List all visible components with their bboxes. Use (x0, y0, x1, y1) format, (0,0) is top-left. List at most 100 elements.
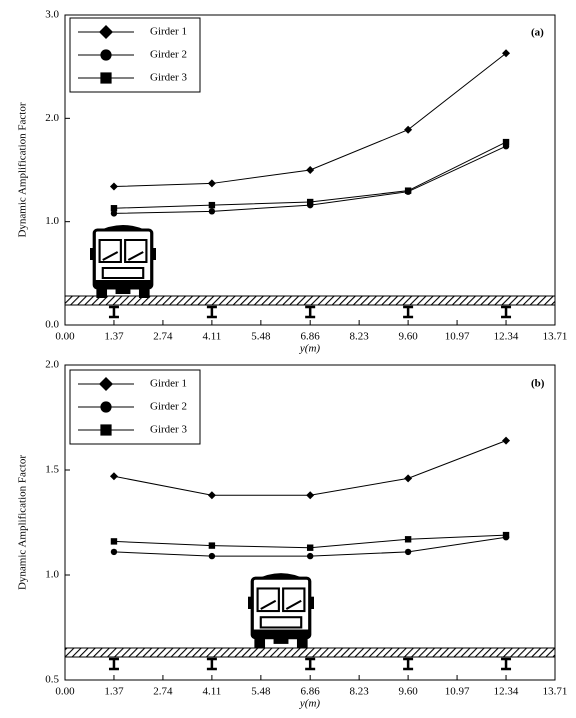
data-point (110, 538, 118, 545)
girder-support (108, 657, 119, 671)
legend-marker (100, 49, 112, 61)
data-point (502, 49, 511, 58)
legend-label: Girder 2 (150, 401, 187, 413)
x-tick-label: 6.86 (301, 331, 321, 343)
truck-wheel (96, 288, 108, 298)
x-tick-label: 13.71 (543, 331, 568, 343)
truck-wiper (260, 599, 302, 610)
truck-illustration (248, 573, 314, 648)
data-point (110, 205, 118, 212)
x-tick-label: 12.34 (494, 331, 519, 343)
truck-window (124, 239, 148, 263)
girder-support (305, 305, 316, 319)
x-tick-label: 5.48 (251, 331, 271, 343)
truck-window (98, 239, 122, 263)
truck-mirror (309, 596, 314, 609)
truck-bumper (94, 280, 152, 288)
y-tick-label: 1.0 (45, 215, 59, 227)
girder-support (206, 305, 217, 319)
panel-label: (a) (531, 27, 544, 39)
x-tick-label: 10.97 (445, 686, 470, 698)
legend-marker (100, 424, 112, 436)
data-point (404, 536, 412, 543)
y-tick-label: 3.0 (45, 9, 59, 21)
x-tick-label: 0.00 (55, 331, 75, 343)
y-tick-label: 1.0 (45, 569, 59, 581)
x-tick-label: 8.23 (350, 686, 370, 698)
data-point (110, 210, 118, 217)
data-point (306, 552, 314, 560)
truck-wheel (273, 637, 289, 644)
truck-illustration (90, 225, 156, 298)
x-tick-label: 8.23 (350, 331, 370, 343)
bridge-deck (64, 295, 556, 306)
truck-wheel (115, 288, 131, 294)
girder-support (206, 657, 217, 671)
legend-label: Girder 1 (150, 26, 187, 38)
y-tick-label: 2.0 (45, 359, 59, 371)
data-point (306, 544, 314, 551)
truck-bumper (252, 629, 310, 638)
x-tick-label: 6.86 (301, 686, 321, 698)
data-point (109, 472, 118, 481)
truck-window (282, 587, 306, 613)
truck-grille (259, 616, 303, 629)
x-tick-label: 2.74 (153, 331, 173, 343)
x-tick-label: 9.60 (398, 686, 418, 698)
legend-label: Girder 3 (150, 424, 187, 436)
data-point (502, 138, 510, 146)
data-point (306, 491, 315, 500)
x-axis-label: y(m) (299, 698, 320, 710)
series-line (113, 141, 507, 209)
data-point (306, 198, 314, 206)
data-point (502, 531, 510, 539)
data-point (207, 179, 216, 188)
data-point (306, 166, 315, 174)
truck-wheel (296, 637, 308, 648)
truck-grille (101, 267, 145, 279)
x-tick-label: 10.97 (445, 331, 470, 343)
x-tick-label: 0.00 (55, 686, 75, 698)
x-tick-label: 4.11 (202, 686, 221, 698)
y-tick-label: 1.5 (45, 464, 59, 476)
legend-marker (99, 377, 113, 391)
y-axis-label: Dynamic Amplification Factor (17, 455, 29, 590)
x-tick-label: 13.71 (543, 686, 568, 698)
x-tick-label: 9.60 (398, 331, 418, 343)
panel-label: (b) (531, 378, 545, 390)
truck-mirror (248, 596, 253, 609)
data-point (404, 548, 412, 556)
data-point (208, 552, 216, 560)
data-point (110, 548, 118, 556)
y-tick-label: 2.0 (45, 112, 59, 124)
data-point (208, 542, 216, 549)
data-point (109, 182, 118, 191)
y-tick-label: 0.0 (45, 319, 59, 331)
truck-mirror (151, 248, 156, 260)
girder-support (403, 657, 414, 671)
x-tick-label: 1.37 (104, 331, 124, 343)
x-tick-label: 1.37 (104, 686, 124, 698)
data-point (207, 491, 216, 500)
legend-label: Girder 3 (150, 72, 187, 84)
y-tick-label: 0.5 (45, 674, 59, 686)
x-tick-label: 5.48 (251, 686, 271, 698)
x-tick-label: 12.34 (494, 686, 519, 698)
x-tick-label: 4.11 (202, 331, 221, 343)
truck-wiper (102, 251, 144, 261)
girder-support (108, 305, 119, 319)
legend-label: Girder 2 (150, 49, 187, 61)
series-line (113, 440, 507, 496)
x-tick-label: 2.74 (153, 686, 173, 698)
data-point (404, 125, 413, 134)
truck-wheel (254, 637, 266, 648)
data-point (208, 208, 216, 215)
x-axis-label: y(m) (299, 343, 320, 355)
data-point (208, 201, 216, 209)
data-point (404, 187, 412, 194)
legend-marker (100, 72, 112, 84)
legend-label: Girder 1 (150, 378, 187, 390)
y-axis-label: Dynamic Amplification Factor (17, 102, 29, 237)
girder-support (305, 657, 316, 671)
